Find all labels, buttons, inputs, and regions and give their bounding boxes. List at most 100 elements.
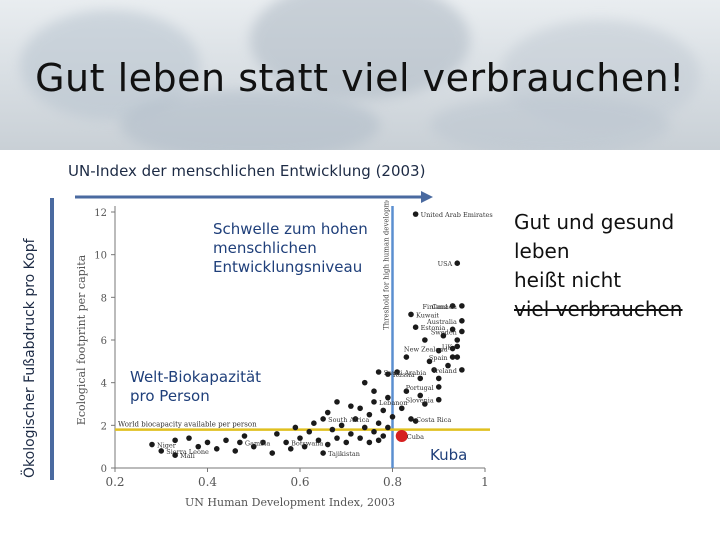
point-label: Portugal	[406, 384, 434, 392]
data-point	[269, 450, 276, 456]
y-axis-bar	[50, 198, 54, 480]
data-point	[311, 420, 317, 426]
data-point	[454, 337, 461, 343]
x-tick-label: 0.4	[198, 475, 217, 489]
data-point	[375, 420, 382, 426]
data-point	[454, 260, 461, 266]
point-label: South Africa	[328, 416, 369, 424]
x-axis-title: UN Human Development Index, 2003	[185, 496, 395, 509]
data-point	[408, 416, 414, 422]
threshold-note: Schwelle zum hohen menschlichen Entwickl…	[213, 220, 368, 276]
data-point	[366, 439, 373, 446]
page-title: Gut leben statt viel verbrauchen!	[35, 56, 685, 100]
data-point	[435, 396, 442, 403]
scatter-plot: 0 2 4 6 8 10 12 0.2 0.4 0.6 0.8 1 UN Human Developme…	[75, 200, 493, 509]
biocapacity-label: World biocapacity available per person	[118, 421, 257, 429]
data-point	[172, 452, 178, 458]
data-point	[352, 416, 359, 422]
data-point	[385, 424, 391, 431]
data-point	[361, 424, 368, 431]
data-point	[403, 354, 410, 360]
data-point	[459, 303, 465, 309]
data-point	[361, 379, 368, 386]
x-tick-label: 0.6	[290, 475, 309, 489]
data-point	[292, 424, 299, 431]
x-tick-label: 0.8	[383, 475, 402, 489]
data-point	[343, 439, 350, 446]
scatter-chart: 0 2 4 6 8 10 12 0.2 0.4 0.6 0.8 1 UN Human Developme…	[70, 200, 510, 520]
data-point	[232, 448, 239, 454]
x-axis-arrow	[75, 191, 433, 203]
y-tick-label: 12	[94, 208, 107, 219]
point-label: Kuwait	[416, 311, 439, 319]
data-point	[237, 439, 243, 446]
data-point	[380, 407, 387, 414]
data-point	[158, 448, 165, 454]
data-point	[348, 431, 354, 437]
point-label: Spain	[429, 354, 448, 362]
data-point	[385, 394, 391, 401]
point-label: New Zealand	[404, 346, 448, 354]
data-point	[445, 362, 451, 369]
header-banner	[0, 0, 720, 150]
data-point	[412, 418, 419, 424]
banner-decoration	[120, 90, 380, 150]
data-point	[338, 422, 345, 429]
data-point	[426, 358, 433, 365]
data-point	[431, 367, 437, 373]
x-tick-label: 1	[481, 475, 489, 489]
data-point	[459, 318, 465, 324]
point-label: Mali	[180, 452, 195, 460]
data-point	[380, 433, 387, 439]
data-point	[213, 446, 220, 452]
kuba-point	[395, 430, 408, 442]
point-label: Slovenia	[406, 397, 434, 405]
point-label: Sweden	[431, 328, 457, 336]
data-point	[274, 431, 280, 437]
point-label: Cuba	[407, 433, 424, 441]
data-point	[371, 428, 377, 435]
data-point	[301, 443, 308, 450]
data-point	[260, 439, 266, 446]
point-label: Botswana	[291, 439, 323, 447]
data-point	[348, 403, 354, 409]
data-point	[459, 367, 465, 373]
x-tick-label: 0.2	[105, 475, 124, 489]
data-point	[283, 439, 289, 446]
y-tick-label: 0	[101, 464, 107, 475]
data-point	[149, 441, 155, 448]
point-label: Sierra Leone	[166, 448, 209, 456]
data-point	[315, 437, 322, 444]
y-axis-title: Ecological footprint per capita	[75, 254, 88, 425]
data-point	[435, 384, 442, 390]
point-label: Ireland	[433, 367, 457, 375]
data-point	[389, 414, 396, 420]
y-axis-caption: Ökologischer Fußabdruck pro Kopf	[22, 238, 38, 478]
y-tick-label: 8	[101, 293, 107, 304]
data-point	[297, 435, 303, 441]
data-point	[417, 375, 424, 382]
data-point	[324, 441, 331, 448]
data-point	[320, 416, 326, 422]
point-label: Costa Rica	[416, 416, 451, 424]
right-note-line: leben	[514, 239, 570, 263]
data-point	[417, 392, 424, 399]
threshold-label: Threshold for high human development	[383, 200, 391, 330]
data-point	[287, 446, 294, 452]
data-point	[454, 343, 461, 350]
data-point	[422, 337, 428, 343]
point-label: UK	[442, 343, 452, 351]
right-note-line: viel verbrauchen	[514, 297, 683, 321]
y-tick-label: 6	[101, 336, 107, 347]
data-point	[172, 437, 178, 444]
data-point	[435, 375, 442, 382]
data-point	[375, 369, 382, 375]
point-label: USA	[438, 260, 453, 268]
point-label: Tajikistan	[328, 450, 360, 458]
data-point	[412, 211, 419, 217]
data-point	[408, 311, 414, 318]
data-point	[320, 450, 326, 456]
point-label: Estonia	[421, 324, 446, 332]
data-point	[454, 354, 461, 360]
data-point	[403, 388, 410, 394]
